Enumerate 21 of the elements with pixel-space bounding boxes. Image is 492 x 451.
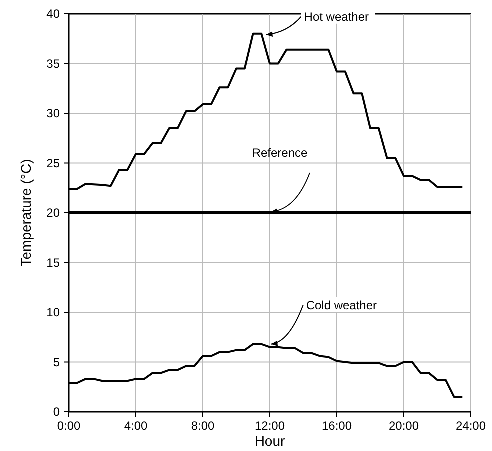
x-tick-label: 4:00	[124, 419, 148, 433]
y-tick-label: 10	[46, 306, 60, 320]
x-tick-label: 8:00	[191, 419, 215, 433]
ref-line-label: Reference	[252, 146, 308, 160]
x-axis-title: Hour	[254, 433, 286, 449]
y-axis-title: Temperature (°C)	[18, 159, 34, 267]
y-tick-label: 40	[46, 7, 60, 22]
annotation: Cold weather	[306, 298, 378, 312]
x-tick-label: 24:00	[456, 419, 486, 433]
y-tick-label: 35	[46, 56, 60, 71]
y-tick-label: 15	[46, 256, 60, 270]
y-tick-label: 20	[46, 206, 60, 220]
y-tick-label: 30	[46, 106, 60, 121]
y-tick-label: 5	[53, 355, 60, 370]
x-tick-label: 20:00	[388, 419, 420, 433]
x-tick-label: 12:00	[254, 419, 286, 433]
annotation: Hot weather	[304, 10, 370, 24]
y-tick-label: 25	[46, 156, 60, 170]
x-tick-label: 0:00	[57, 419, 81, 433]
x-tick-label: 16:00	[322, 419, 352, 433]
y-tick-label: 0	[53, 405, 60, 420]
